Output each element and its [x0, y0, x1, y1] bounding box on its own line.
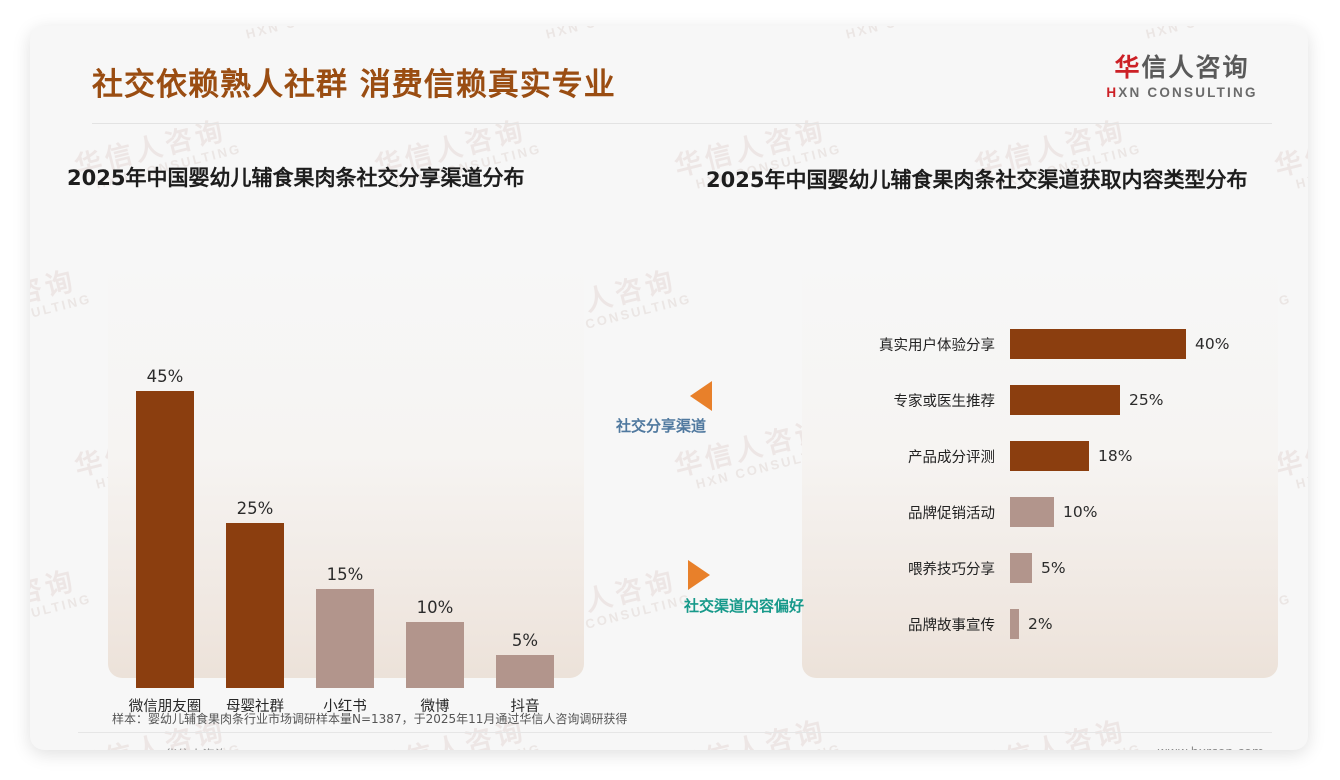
- bar-value-label: 2%: [1028, 615, 1053, 633]
- bar-value-label: 45%: [146, 367, 184, 386]
- logo-chinese-text: 华信人咨询: [1092, 54, 1272, 82]
- bar-category-label: 品牌故事宣传: [908, 617, 995, 634]
- header-divider: [92, 123, 1272, 124]
- bar-rect[interactable]: [1010, 497, 1054, 527]
- bar-column[interactable]: 15%: [316, 565, 374, 688]
- footer-divider: [78, 732, 1272, 733]
- logo-english-text: HXN CONSULTING: [1092, 85, 1272, 100]
- bar-value-label: 18%: [1098, 447, 1133, 465]
- bar-category-label: 专家或医生推荐: [893, 393, 996, 410]
- logo-cn-highlight: 华: [1114, 53, 1142, 82]
- bar-rect[interactable]: [226, 523, 284, 688]
- left-chart-title: 2025年中国婴幼儿辅食果肉条社交分享渠道分布: [67, 166, 525, 190]
- logo-en-highlight: H: [1106, 84, 1119, 100]
- annotation-social-share-channel: 社交分享渠道: [616, 381, 712, 436]
- footer-copyright: ©2026.1 HXR华信人咨询: [78, 744, 227, 750]
- horizontal-bar-chart: 真实用户体验分享 40% 专家或医生推荐 25% 产品成分评测 18% 品牌促销活动 10% 喂…: [30, 26, 1308, 750]
- bar-row[interactable]: 专家或医生推荐 25%: [818, 384, 1308, 416]
- annotation-one-label: 社交分享渠道: [616, 417, 707, 435]
- bar-category-label: 喂养技巧分享: [908, 561, 995, 578]
- bar-column[interactable]: 45%: [136, 367, 194, 688]
- bar-value-label: 40%: [1195, 335, 1230, 353]
- bar-rect[interactable]: [1010, 385, 1120, 415]
- bar-row[interactable]: 品牌故事宣传 2%: [818, 608, 1308, 640]
- page-frame: 华信人咨询 HXN CONSULTING 华信人咨询 HXN CONSULTING 华信…: [30, 26, 1308, 750]
- bar-value-label: 25%: [236, 499, 274, 518]
- bar-rect[interactable]: [496, 655, 554, 688]
- bar-rect[interactable]: [136, 391, 194, 688]
- footer-website: www.hxrcon.com: [1157, 744, 1264, 750]
- sample-footnote: 样本：婴幼儿辅食果肉条行业市场调研样本量N=1387，于2025年11月通过华信…: [112, 712, 628, 726]
- bar-column[interactable]: 25%: [226, 499, 284, 688]
- bar-rect[interactable]: [1010, 609, 1019, 639]
- bar-column[interactable]: 5%: [496, 631, 554, 688]
- logo-cn-rest: 信人咨询: [1141, 53, 1250, 82]
- bar-value-label: 15%: [326, 565, 364, 584]
- bar-row[interactable]: 真实用户体验分享 40%: [818, 328, 1308, 360]
- bar-rect[interactable]: [1010, 553, 1032, 583]
- bar-rect[interactable]: [1010, 441, 1089, 471]
- bar-value-label: 5%: [1041, 559, 1066, 577]
- bar-value-label: 10%: [416, 598, 454, 617]
- triangle-right-icon: [688, 560, 710, 590]
- bar-row[interactable]: 喂养技巧分享 5%: [818, 552, 1308, 584]
- bar-row[interactable]: 产品成分评测 18%: [818, 440, 1308, 472]
- bar-category-label: 品牌促销活动: [908, 505, 995, 522]
- bar-value-label: 25%: [1129, 391, 1164, 409]
- bar-row[interactable]: 品牌促销活动 10%: [818, 496, 1308, 528]
- vertical-bar-chart: 45% 微信朋友圈 25% 母婴社群 15% 小红书 10% 微博 5% 抖音: [30, 26, 1308, 750]
- bar-rect[interactable]: [1010, 329, 1186, 359]
- bar-category-label: 微信朋友圈: [128, 699, 202, 715]
- right-chart-title: 2025年中国婴幼儿辅食果肉条社交渠道获取内容类型分布: [706, 168, 1248, 192]
- bar-category-label: 产品成分评测: [908, 449, 995, 466]
- annotation-content-preference: 社交渠道内容偏好: [684, 560, 804, 616]
- bar-category-label: 小红书: [323, 699, 367, 715]
- bar-category-label: 真实用户体验分享: [879, 337, 995, 354]
- bar-category-label: 母婴社群: [226, 699, 284, 715]
- brand-logo: 华信人咨询 HXN CONSULTING: [1092, 54, 1272, 100]
- bar-category-label: 抖音: [510, 699, 540, 715]
- bar-category-label: 微博: [420, 699, 450, 715]
- annotation-two-label: 社交渠道内容偏好: [684, 597, 805, 615]
- bar-rect[interactable]: [406, 622, 464, 688]
- bar-rect[interactable]: [316, 589, 374, 688]
- bar-value-label: 10%: [1063, 503, 1098, 521]
- slide-header: 社交依赖熟人社群 消费信赖真实专业 华信人咨询 HXN CONSULTING: [30, 26, 1308, 131]
- triangle-left-icon: [690, 381, 712, 411]
- page-title: 社交依赖熟人社群 消费信赖真实专业: [92, 67, 616, 103]
- logo-en-rest: XN CONSULTING: [1118, 84, 1258, 100]
- bar-value-label: 5%: [511, 631, 539, 650]
- bar-column[interactable]: 10%: [406, 598, 464, 688]
